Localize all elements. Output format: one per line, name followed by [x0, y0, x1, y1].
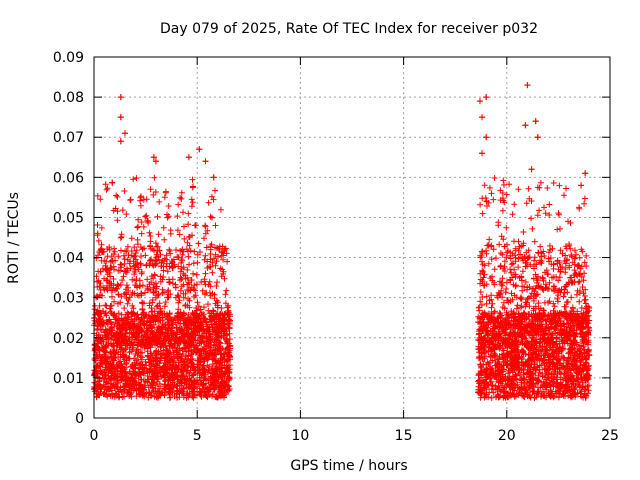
plot-frame	[93, 56, 611, 419]
peak-point	[534, 134, 541, 141]
roti-markers	[91, 82, 593, 401]
y-tick-label: 0.09	[53, 50, 84, 66]
y-axis-label: ROTI / TECUs	[6, 192, 22, 284]
x-tick-label: 5	[193, 428, 202, 444]
peak-point	[210, 174, 217, 181]
peak-point	[578, 182, 585, 189]
peak-point	[121, 130, 128, 137]
data-points	[91, 82, 593, 401]
x-tick-label: 0	[90, 428, 99, 444]
y-tick-label: 0.07	[53, 130, 84, 146]
peak-point	[117, 94, 124, 101]
chart-title: Day 079 of 2025, Rate Of TEC Index for r…	[160, 21, 538, 37]
axis-ticks	[93, 56, 611, 419]
peak-point	[483, 134, 490, 141]
peak-point	[582, 170, 589, 177]
peak-point	[202, 158, 209, 165]
peak-point	[476, 98, 483, 105]
tick-labels: 0 5 10 15 20 25 0 0.01 0.02 0.03 0.04 0.05 0.06 0.07 0…	[53, 50, 619, 444]
y-tick-label: 0.02	[53, 331, 84, 347]
y-tick-label: 0.06	[53, 170, 84, 186]
peak-point	[483, 94, 490, 101]
peak-point	[524, 82, 531, 89]
peak-point	[532, 118, 539, 125]
peak-point	[528, 166, 535, 173]
x-tick-label: 25	[601, 428, 619, 444]
x-tick-label: 15	[395, 428, 413, 444]
y-tick-label: 0.01	[53, 371, 84, 387]
peak-point	[522, 122, 529, 129]
peak-point	[152, 158, 159, 165]
x-axis-label: GPS time / hours	[290, 458, 407, 474]
x-tick-label: 10	[291, 428, 309, 444]
y-tick-label: 0	[75, 411, 84, 427]
peak-point	[479, 150, 486, 157]
peak-point	[196, 146, 203, 153]
peak-point	[479, 114, 486, 121]
y-tick-label: 0.03	[53, 291, 84, 307]
peak-point	[185, 154, 192, 161]
peak-point	[150, 154, 157, 161]
peak-point	[117, 114, 124, 121]
y-tick-label: 0.05	[53, 210, 84, 226]
y-tick-label: 0.08	[53, 90, 84, 106]
x-tick-label: 20	[498, 428, 516, 444]
peak-point	[117, 138, 124, 145]
y-tick-label: 0.04	[53, 251, 84, 267]
